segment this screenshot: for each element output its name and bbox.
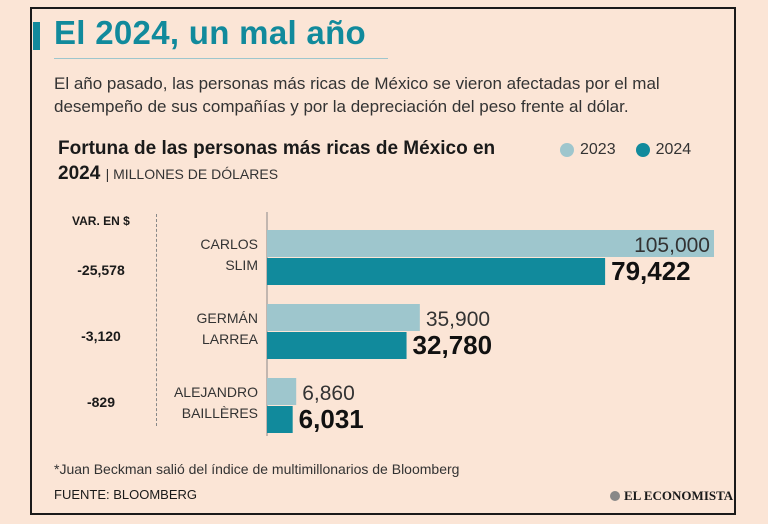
- category-label-bailleres-2: BAILLÈRES: [182, 405, 258, 421]
- footnote: *Juan Beckman salió del índice de multim…: [54, 461, 460, 477]
- bar-2024-bailleres: [267, 406, 293, 433]
- bar-2024-slim: [267, 258, 606, 285]
- chart-title-text: Fortuna de las personas más ricas de Méx…: [58, 138, 496, 184]
- page-title: El 2024, un mal año: [54, 14, 366, 51]
- frame-border: [30, 7, 736, 515]
- data-label-2024-slim: 79,422: [611, 256, 691, 286]
- category-label-larrea-1: GERMÁN: [197, 310, 258, 326]
- legend-item-2024: 2024: [635, 141, 692, 159]
- category-label-slim-2: SLIM: [225, 257, 258, 273]
- legend-item-2023: 2023: [560, 141, 616, 159]
- source-note: FUENTE: BLOOMBERG: [54, 487, 198, 502]
- chart-legend: 2023 2024: [560, 141, 691, 159]
- title-accent-bar: [33, 22, 40, 50]
- variation-header: VAR. EN $: [72, 214, 130, 228]
- brand-logo: EL ECONOMISTA: [610, 488, 733, 504]
- bar-2023-bailleres: [267, 378, 297, 405]
- data-label-2024-larrea: 32,780: [413, 330, 493, 360]
- variation-value-slim: -25,578: [77, 262, 125, 278]
- brand-name: EL ECONOMISTA: [624, 488, 734, 503]
- title-underline: [54, 58, 388, 59]
- bar-2023-larrea: [267, 304, 420, 331]
- variation-value-larrea: -3,120: [81, 328, 121, 344]
- legend-dot-2024: [635, 143, 650, 157]
- data-label-2023-slim: 105,000: [634, 234, 710, 257]
- page-subtitle: El año pasado, las personas más ricas de…: [54, 74, 660, 116]
- bar-2024-larrea: [267, 332, 407, 359]
- chart-units: | MILLONES DE DÓLARES: [105, 166, 279, 182]
- data-label-2024-bailleres: 6,031: [299, 404, 364, 434]
- legend-label-2024: 2024: [655, 141, 692, 158]
- category-label-slim-1: CARLOS: [200, 236, 258, 252]
- variation-value-bailleres: -829: [86, 394, 116, 410]
- variation-divider: [156, 214, 157, 426]
- legend-label-2023: 2023: [580, 141, 616, 158]
- category-label-larrea-2: LARREA: [202, 331, 259, 347]
- chart-title: Fortuna de las personas más ricas de Méx…: [58, 136, 498, 187]
- category-label-bailleres-1: ALEJANDRO: [174, 384, 258, 400]
- data-label-2023-larrea: 35,900: [426, 308, 490, 331]
- bar-2023-slim: [267, 230, 714, 257]
- data-label-2023-bailleres: 6,860: [302, 382, 355, 405]
- legend-dot-2023: [560, 143, 574, 157]
- brand-icon: [610, 491, 620, 501]
